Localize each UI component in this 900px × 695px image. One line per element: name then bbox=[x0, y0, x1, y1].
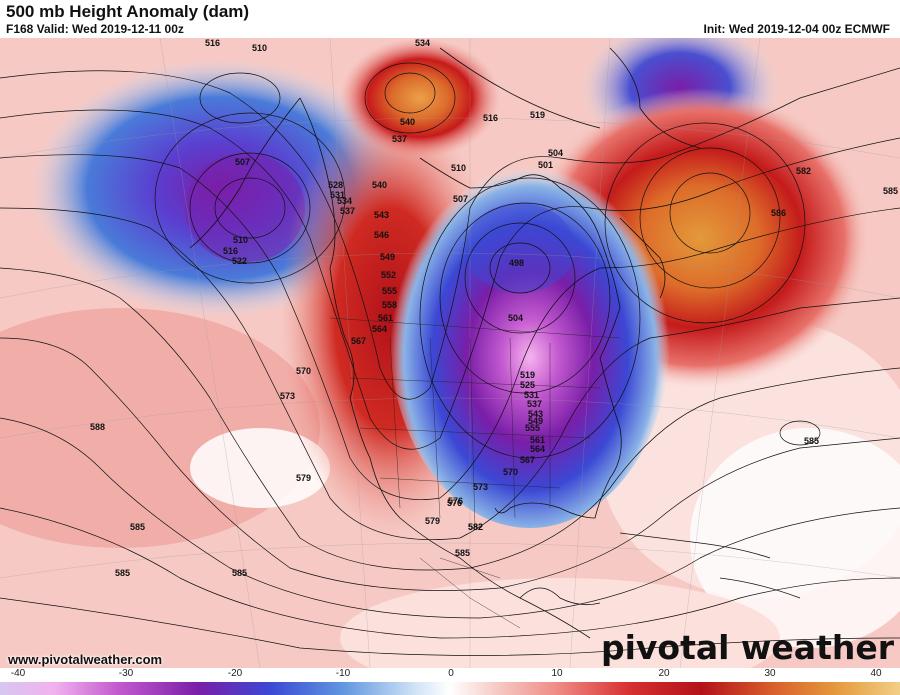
colorbar-labels: -40 -30 -20 -10 0 10 20 30 40 bbox=[0, 668, 900, 682]
contour-label: 573 bbox=[473, 482, 488, 492]
anomaly-map: 516 510 534 540 537 519 516 507 510 516 … bbox=[0, 38, 900, 668]
contour-label: 519 bbox=[530, 110, 545, 120]
contour-label: 519 bbox=[520, 370, 535, 380]
colorbar-tick: 40 bbox=[870, 668, 882, 679]
contour-label: 585 bbox=[804, 436, 819, 446]
colorbar-tick: -40 bbox=[10, 668, 26, 679]
contour-label: 586 bbox=[771, 208, 786, 218]
contour-label: 570 bbox=[296, 366, 311, 376]
contour-label: 567 bbox=[520, 455, 535, 465]
contour-label: 543 bbox=[374, 210, 389, 220]
colorbar-tick: 30 bbox=[764, 668, 776, 679]
contour-label: 537 bbox=[392, 134, 407, 144]
contour-label: 570 bbox=[503, 467, 518, 477]
contour-label: 567 bbox=[351, 336, 366, 346]
valid-time: F168 Valid: Wed 2019-12-11 00z bbox=[6, 22, 184, 36]
contour-label: 549 bbox=[380, 252, 395, 262]
contour-label: 540 bbox=[372, 180, 387, 190]
contour-label: 525 bbox=[520, 380, 535, 390]
contour-label: 501 bbox=[538, 160, 553, 170]
brand-logo: pivotal weather bbox=[600, 628, 894, 667]
contour-label: 555 bbox=[382, 286, 397, 296]
contour-label: 534 bbox=[337, 196, 352, 206]
contour-label: 504 bbox=[508, 313, 523, 323]
contour-label: 564 bbox=[530, 444, 545, 454]
contour-label: 543 bbox=[528, 409, 543, 419]
contour-label: 510 bbox=[451, 163, 466, 173]
contour-label: 534 bbox=[415, 38, 430, 48]
contour-label: 528 bbox=[328, 180, 343, 190]
contour-label: 516 bbox=[205, 38, 220, 48]
contour-label: 579 bbox=[296, 473, 311, 483]
contour-label: 582 bbox=[796, 166, 811, 176]
contour-label: 516 bbox=[223, 246, 238, 256]
contour-label: 507 bbox=[453, 194, 468, 204]
colorbar-tick: 0 bbox=[448, 668, 454, 679]
colorbar-tick: 10 bbox=[551, 668, 563, 679]
contour-label: 588 bbox=[90, 422, 105, 432]
contour-label: 561 bbox=[530, 435, 545, 445]
colorbar-tick: -10 bbox=[335, 668, 351, 679]
chart-title: 500 mb Height Anomaly (dam) bbox=[6, 2, 250, 21]
contour-label: 585 bbox=[883, 186, 898, 196]
contour-label: 585 bbox=[130, 522, 145, 532]
contour-label: 585 bbox=[115, 568, 130, 578]
contour-label: 585 bbox=[232, 568, 247, 578]
contour-label: 561 bbox=[378, 313, 393, 323]
contour-label: 537 bbox=[527, 399, 542, 409]
contour-label: 498 bbox=[509, 258, 524, 268]
contour-label: 582 bbox=[468, 522, 483, 532]
contour-label: 576 bbox=[447, 498, 462, 508]
contour-label: 549 bbox=[528, 416, 543, 426]
contour-label: 555 bbox=[525, 423, 540, 433]
colorbar-tick: 20 bbox=[658, 668, 670, 679]
contour-label: 537 bbox=[340, 206, 355, 216]
contour-label: 510 bbox=[252, 43, 267, 53]
colorbar-tick: -20 bbox=[227, 668, 243, 679]
contour-label: 516 bbox=[483, 113, 498, 123]
contour-label: 504 bbox=[548, 148, 563, 158]
colorbar bbox=[0, 682, 900, 695]
colorbar-tick: -30 bbox=[118, 668, 134, 679]
contour-label: 582 bbox=[468, 522, 483, 532]
contour-label: 552 bbox=[381, 270, 396, 280]
website-url[interactable]: www.pivotalweather.com bbox=[8, 652, 163, 667]
contour-label: 507 bbox=[235, 157, 250, 167]
contour-label: 576 bbox=[448, 496, 463, 506]
contour-label: 522 bbox=[232, 256, 247, 266]
contour-label: 585 bbox=[455, 548, 470, 558]
contour-label: 564 bbox=[372, 324, 387, 334]
contour-label: 573 bbox=[280, 391, 295, 401]
contour-label: 531 bbox=[524, 390, 539, 400]
contour-label: 540 bbox=[400, 117, 415, 127]
contour-label: 579 bbox=[425, 516, 440, 526]
contour-label: 510 bbox=[233, 235, 248, 245]
init-time: Init: Wed 2019-12-04 00z ECMWF bbox=[703, 22, 891, 36]
contour-label: 558 bbox=[382, 300, 397, 310]
contour-label: 546 bbox=[374, 230, 389, 240]
contour-label: 531 bbox=[330, 190, 345, 200]
